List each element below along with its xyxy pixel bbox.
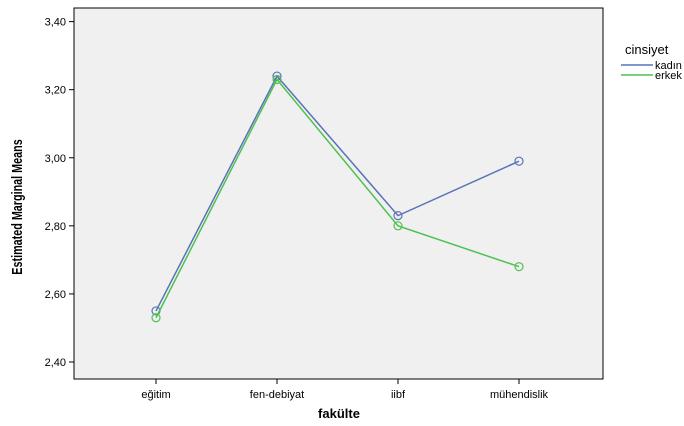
- x-tick-label: mühendislik: [490, 389, 549, 401]
- data-point: [151, 313, 161, 323]
- y-tick-label: 2,80: [45, 221, 66, 233]
- x-tick-label: eğitim: [141, 389, 170, 401]
- legend-title: cinsiyet: [625, 42, 669, 57]
- series-layer: [151, 71, 524, 323]
- y-axis-title: Estimated Marginal Means: [8, 139, 25, 274]
- y-tick-label: 3,40: [45, 17, 66, 29]
- legend-entry-label: kadın: [655, 60, 682, 72]
- series-line-2: [155, 78, 520, 319]
- y-tick-label: 2,60: [45, 289, 66, 301]
- y-tick-label: 3,00: [45, 153, 66, 165]
- y-tick-label: 2,40: [45, 357, 66, 369]
- legend-entry-label: erkek: [655, 70, 682, 82]
- data-point: [393, 211, 403, 221]
- data-point: [393, 221, 403, 231]
- x-tick-label: iibf: [391, 389, 406, 401]
- data-point: [514, 262, 524, 272]
- data-point: [272, 74, 282, 85]
- series-line-1: [155, 74, 520, 312]
- x-axis: eğitim fen-debiyat iibf mühendislik: [141, 379, 549, 401]
- plot-area: [73, 7, 604, 380]
- y-axis: 2,40 2,60 2,80 3,00 3,20 3,40: [45, 17, 74, 369]
- y-tick-label: 3,20: [45, 85, 66, 97]
- x-axis-title: fakülte: [318, 406, 360, 421]
- x-tick-label: fen-debiyat: [250, 389, 304, 401]
- data-point: [514, 156, 524, 166]
